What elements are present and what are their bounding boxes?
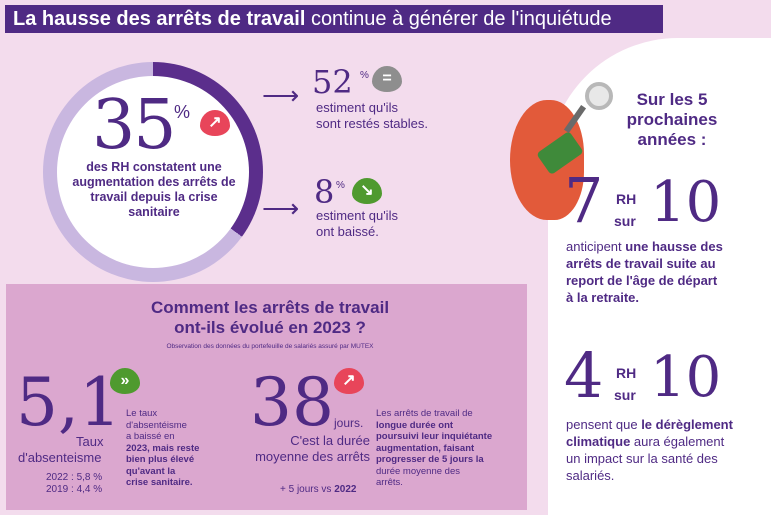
- future-heading-2: prochaines: [626, 110, 718, 129]
- desc-line: 2023, mais reste: [126, 442, 200, 454]
- stable-value: 52: [312, 63, 353, 101]
- stable-text-1: estiment qu'ils: [316, 100, 398, 115]
- duration-desc: Les arrêts de travail de longue durée ont…: [376, 408, 492, 489]
- retraite-text-4: à la retraite.: [566, 290, 639, 305]
- desc-line: Les arrêts de travail de: [376, 408, 473, 419]
- retraite-text-2: arrêts de travail suite au: [566, 256, 716, 271]
- double-chevron-down-icon: »: [110, 368, 140, 394]
- climat-text-4: salariés.: [566, 468, 615, 483]
- retraite-rh: RH: [616, 191, 637, 207]
- desc-line: d'absentéisme: [126, 419, 187, 431]
- climat-text-1: pensent que le dérèglement: [566, 417, 733, 432]
- desc-line: qu'avant la: [126, 465, 176, 477]
- desc-line: augmentation, faisant: [376, 442, 475, 454]
- absenteeism-value: 5,1: [16, 364, 121, 441]
- panel-title: Comment les arrêts de travail ont-ils év…: [150, 298, 390, 337]
- stable-text-2: sont restés stables.: [316, 116, 428, 131]
- future-heading: Sur les 5 prochaines années :: [612, 90, 732, 150]
- desc-line: a baissé en: [126, 431, 175, 442]
- future-heading-3: années :: [637, 130, 707, 149]
- desc-line: crise sanitaire.: [126, 477, 193, 488]
- retraite-num: 7: [564, 164, 604, 237]
- arrow-right-icon: ⟶: [262, 193, 300, 223]
- main-stat-text: des RH constatent une augmentation des a…: [72, 160, 236, 219]
- stable-unit: %: [360, 70, 369, 81]
- climat-rh: RH: [616, 365, 637, 381]
- retraite-text-3: report de l'âge de départ: [566, 273, 718, 288]
- absenteeism-desc: Le taux d'absentéisme a baissé en 2023, mai…: [126, 408, 199, 489]
- climat-num: 4: [564, 339, 604, 412]
- equals-icon: =: [372, 66, 402, 92]
- duration-vs: + 5 jours vs 2022: [280, 484, 357, 495]
- climat-sur: sur: [614, 387, 636, 403]
- title-rest: continue à générer de l'inquiétude: [310, 8, 612, 30]
- arrow-up-icon: ↗: [334, 368, 364, 394]
- desc-line: durée moyenne des: [376, 465, 460, 477]
- arrow-up-icon: ↗: [200, 110, 230, 136]
- title-bold: La hausse des arrêts de travail: [13, 8, 306, 30]
- climat-text-3: un impact sur la santé des: [566, 451, 718, 466]
- stats-panel: [6, 284, 527, 510]
- lower-text-1: estiment qu'ils: [316, 208, 398, 223]
- duration-label: C'est la durée moyenne des arrêts: [255, 433, 370, 464]
- lower-text-2: ont baissé.: [316, 224, 379, 239]
- desc-line: bien plus élevé: [126, 454, 195, 465]
- climat-text-2: climatique aura également: [566, 434, 725, 449]
- lower-unit: %: [336, 180, 345, 191]
- main-stat-value: 35: [92, 86, 177, 165]
- magnifier-icon: [585, 82, 613, 110]
- arrow-down-icon: ↘: [352, 178, 382, 204]
- panel-subtitle: Observation des données du portefeuille …: [166, 343, 374, 350]
- desc-line: poursuivi leur inquiétante: [376, 431, 493, 442]
- absenteeism-label-1: Taux: [76, 434, 104, 449]
- absenteeism-history: 2022 : 5,8 % 2019 : 4,4 %: [46, 472, 103, 495]
- absenteeism-label-2: d'absenteisme: [18, 450, 102, 465]
- retraite-text-1: anticipent une hausse des: [566, 239, 723, 254]
- arrow-right-icon: ⟶: [262, 80, 300, 110]
- desc-line: longue durée ont: [376, 419, 454, 431]
- lower-value: 8: [314, 173, 335, 211]
- future-heading-1: Sur les 5: [636, 90, 708, 109]
- future-bubble: [548, 38, 771, 515]
- page-title: La hausse des arrêts de travail continue…: [5, 5, 663, 33]
- duration-unit: jours.: [334, 416, 364, 430]
- desc-line: progresser de 5 jours la: [376, 454, 484, 465]
- duration-value: 38: [250, 364, 334, 441]
- desc-line: Le taux: [126, 408, 158, 419]
- climat-den: 10: [650, 345, 722, 410]
- main-stat-unit: %: [174, 102, 191, 122]
- donut-ring: [43, 62, 263, 282]
- retraite-sur: sur: [614, 213, 636, 229]
- retraite-den: 10: [650, 170, 722, 235]
- desc-line: arrêts.: [376, 477, 403, 488]
